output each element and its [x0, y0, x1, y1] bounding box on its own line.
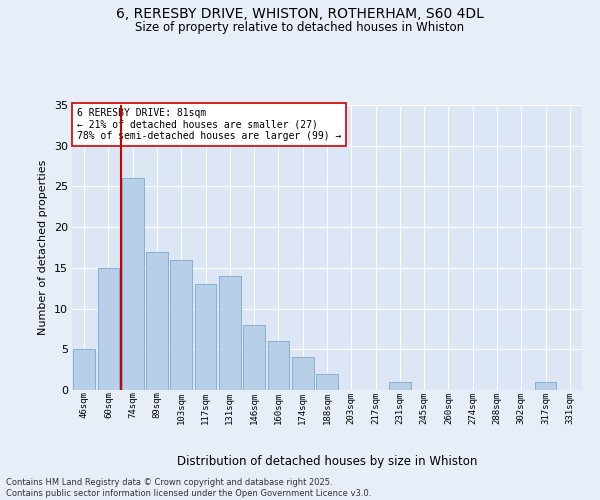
Bar [535, 382, 556, 390]
Bar [170, 260, 192, 390]
Text: Contains HM Land Registry data © Crown copyright and database right 2025.
Contai: Contains HM Land Registry data © Crown c… [6, 478, 371, 498]
Bar [389, 382, 411, 390]
Y-axis label: Number of detached properties: Number of detached properties [38, 160, 48, 335]
Text: Size of property relative to detached houses in Whiston: Size of property relative to detached ho… [136, 21, 464, 34]
Bar [194, 284, 217, 390]
Bar [219, 276, 241, 390]
Text: 6 RERESBY DRIVE: 81sqm
← 21% of detached houses are smaller (27)
78% of semi-det: 6 RERESBY DRIVE: 81sqm ← 21% of detached… [77, 108, 341, 141]
Bar [268, 341, 289, 390]
Bar [73, 350, 95, 390]
Bar [122, 178, 143, 390]
Bar [146, 252, 168, 390]
Text: 6, RERESBY DRIVE, WHISTON, ROTHERHAM, S60 4DL: 6, RERESBY DRIVE, WHISTON, ROTHERHAM, S6… [116, 8, 484, 22]
Bar [316, 374, 338, 390]
Bar [243, 325, 265, 390]
Text: Distribution of detached houses by size in Whiston: Distribution of detached houses by size … [177, 454, 477, 468]
Bar [292, 358, 314, 390]
Bar [97, 268, 119, 390]
